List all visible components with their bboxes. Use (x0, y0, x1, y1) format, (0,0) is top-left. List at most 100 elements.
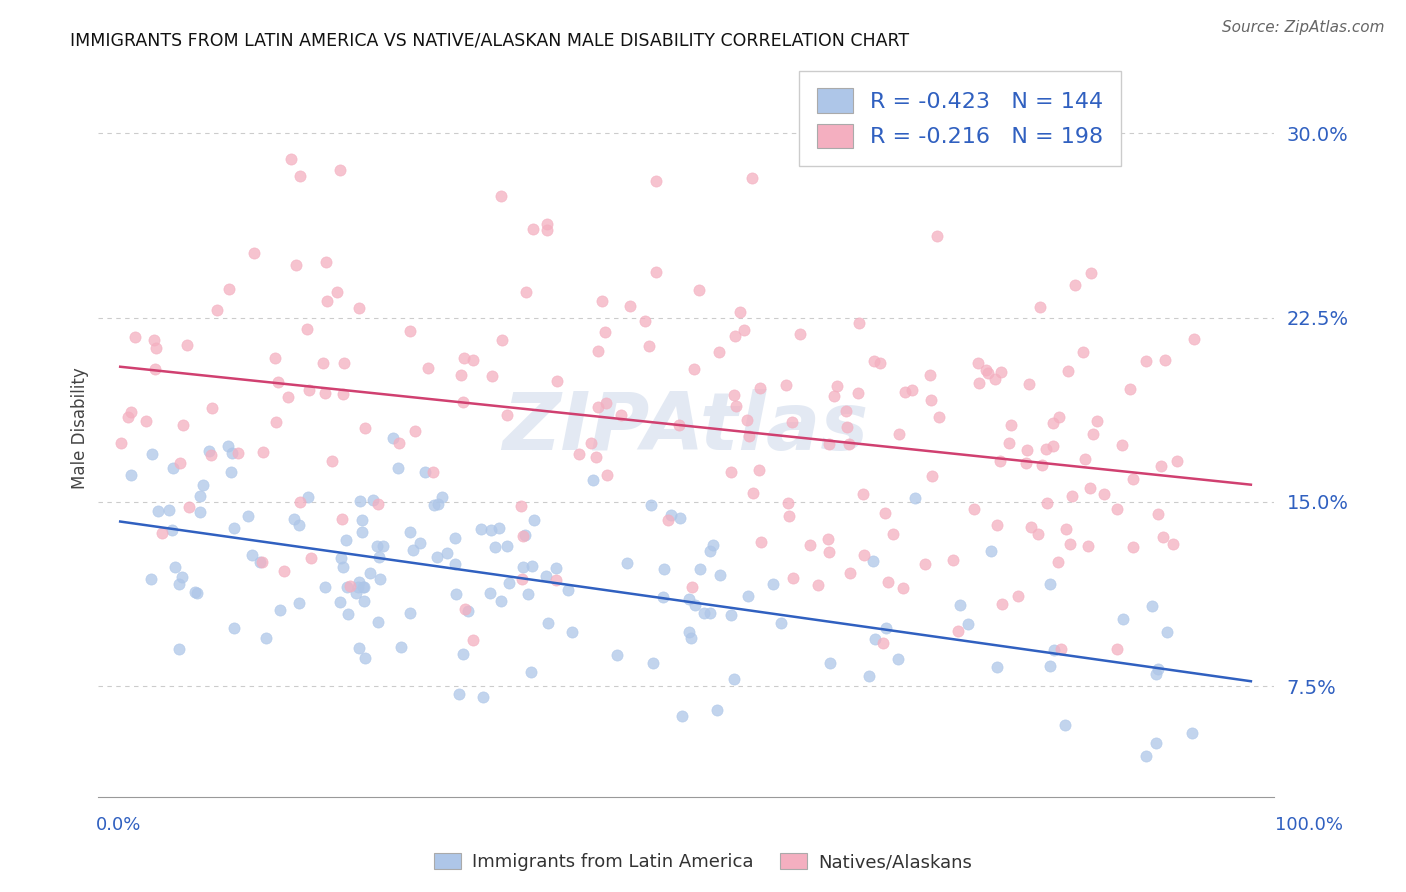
Point (172, 417, 194, 432)
Point (610, 409, 633, 423)
Point (737, 589, 759, 603)
Point (619, 299, 641, 313)
Point (724, 329, 747, 343)
Point (782, 571, 804, 585)
Point (495, 539, 517, 553)
Point (436, 546, 458, 560)
Point (298, 384, 321, 398)
Point (928, 409, 950, 424)
Point (689, 562, 711, 576)
Point (391, 640, 413, 654)
Point (728, 304, 751, 318)
Point (426, 549, 449, 564)
Point (1054, 522, 1077, 536)
Legend: R = -0.423   N = 144, R = -0.216   N = 198: R = -0.423 N = 144, R = -0.216 N = 198 (799, 70, 1121, 166)
Point (1026, 526, 1049, 541)
Point (593, 325, 616, 339)
Point (998, 436, 1021, 450)
Point (370, 572, 392, 586)
Point (387, 436, 409, 450)
Point (1031, 458, 1053, 472)
Point (135, 414, 157, 428)
Point (522, 559, 544, 574)
Point (367, 615, 389, 629)
Point (761, 577, 783, 591)
Point (834, 403, 856, 417)
Point (920, 368, 942, 383)
Point (198, 444, 221, 458)
Point (988, 453, 1011, 467)
Point (873, 506, 896, 520)
Point (920, 393, 942, 408)
Point (977, 366, 1000, 380)
Point (688, 283, 710, 297)
Point (430, 490, 453, 504)
Point (1150, 459, 1173, 474)
Point (749, 381, 772, 395)
Point (1080, 267, 1102, 281)
Point (678, 592, 700, 607)
Point (387, 461, 409, 475)
Point (882, 527, 904, 541)
Point (1071, 344, 1094, 359)
Point (326, 285, 349, 299)
Point (347, 575, 370, 590)
Point (316, 293, 339, 308)
Point (894, 385, 917, 400)
Point (288, 495, 311, 509)
Point (488, 521, 510, 535)
Point (1154, 353, 1177, 368)
Point (520, 665, 543, 679)
Point (470, 522, 492, 536)
Point (249, 555, 271, 569)
Point (479, 523, 502, 537)
Point (288, 596, 311, 610)
Point (269, 602, 291, 616)
Point (183, 584, 205, 599)
Point (217, 439, 239, 453)
Point (683, 598, 706, 612)
Point (654, 562, 676, 576)
Point (980, 543, 1002, 558)
Point (1047, 409, 1070, 424)
Point (1042, 439, 1064, 453)
Point (737, 428, 759, 442)
Point (699, 606, 721, 620)
Point (1015, 456, 1038, 470)
Point (145, 341, 167, 355)
Point (242, 548, 264, 562)
Point (835, 420, 858, 434)
Point (186, 586, 208, 600)
Point (1135, 749, 1157, 764)
Point (399, 606, 422, 620)
Point (337, 607, 360, 622)
Point (681, 580, 703, 594)
Point (561, 625, 583, 640)
Point (273, 564, 295, 578)
Point (498, 575, 520, 590)
Point (537, 615, 560, 630)
Point (315, 255, 337, 269)
Point (990, 597, 1012, 611)
Point (404, 424, 426, 438)
Point (1063, 278, 1085, 293)
Point (254, 631, 277, 645)
Point (579, 436, 602, 450)
Point (299, 550, 322, 565)
Point (513, 527, 536, 541)
Point (451, 647, 474, 661)
Legend: Immigrants from Latin America, Natives/Alaskans: Immigrants from Latin America, Natives/A… (426, 846, 980, 879)
Point (314, 386, 336, 401)
Point (444, 587, 467, 601)
Point (422, 465, 444, 479)
Point (817, 532, 839, 546)
Point (371, 539, 394, 553)
Point (169, 456, 191, 470)
Point (1015, 443, 1038, 458)
Point (312, 356, 335, 370)
Point (110, 436, 132, 450)
Point (921, 469, 943, 483)
Point (346, 580, 368, 594)
Point (693, 607, 716, 621)
Point (990, 365, 1012, 379)
